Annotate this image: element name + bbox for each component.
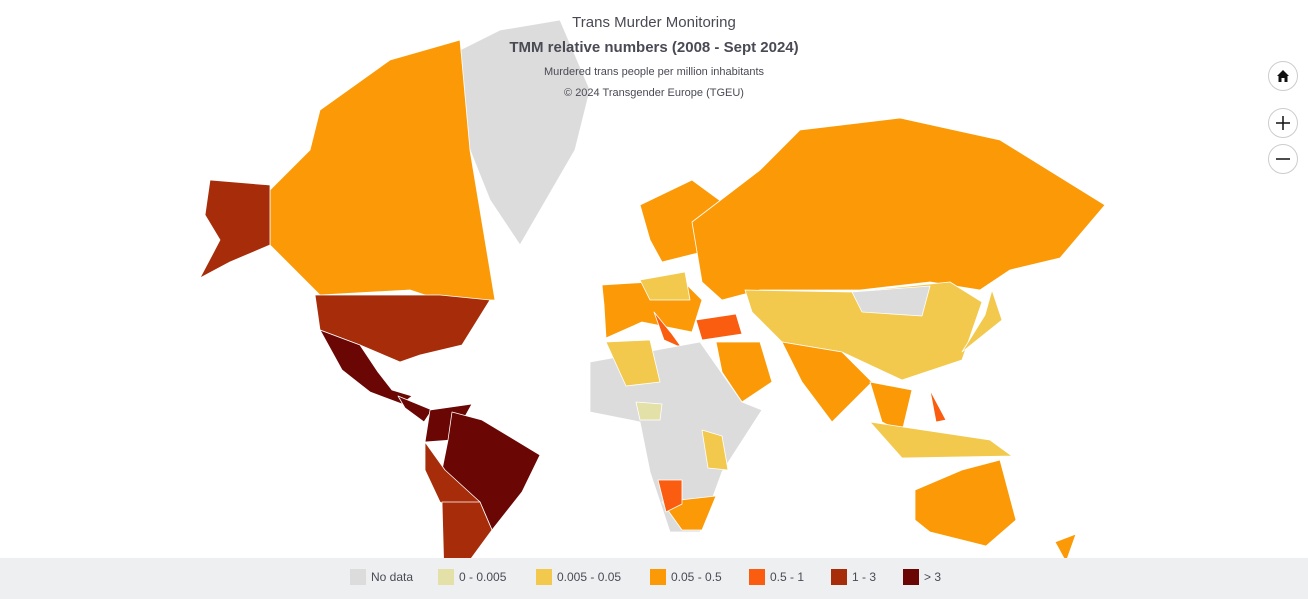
legend-swatch	[749, 569, 765, 585]
greenland	[439, 19, 591, 246]
home-icon	[1277, 70, 1289, 82]
legend: No data 0 - 0.005 0.005 - 0.05 0.05 - 0.5 0.…	[350, 569, 941, 585]
japan	[961, 289, 1003, 353]
legend-swatch	[650, 569, 666, 585]
algeria	[605, 339, 661, 387]
middle-east	[715, 341, 773, 403]
legend-label: 0.5 - 1	[770, 570, 804, 584]
legend-swatch	[438, 569, 454, 585]
map-caption: Murdered trans people per million inhabi…	[544, 66, 765, 78]
mongolia	[851, 285, 931, 317]
central-america	[397, 395, 433, 423]
new-zealand	[1054, 533, 1077, 563]
legend-label: 0 - 0.005	[459, 570, 507, 584]
india	[781, 341, 873, 423]
mexico	[319, 329, 413, 405]
plus-icon	[1276, 116, 1290, 130]
east-africa	[701, 429, 729, 471]
legend-label: > 3	[924, 570, 941, 584]
map-title: Trans Murder Monitoring	[572, 14, 736, 31]
alaska	[199, 179, 271, 279]
minus-icon	[1276, 158, 1290, 160]
legend-swatch	[903, 569, 919, 585]
turkey	[695, 313, 743, 341]
africa	[589, 341, 763, 533]
russia	[691, 117, 1106, 301]
central-europe	[639, 271, 691, 301]
namibia	[657, 479, 683, 513]
indonesia	[869, 421, 1013, 459]
nigeria	[635, 401, 663, 421]
copyright: © 2024 Transgender Europe (TGEU)	[564, 87, 744, 99]
legend-swatch	[831, 569, 847, 585]
legend-swatch	[350, 569, 366, 585]
legend-label: No data	[371, 570, 413, 584]
map-subtitle: TMM relative numbers (2008 - Sept 2024)	[509, 39, 798, 56]
zoom-in-button[interactable]	[1268, 108, 1298, 138]
legend-label: 1 - 3	[852, 570, 876, 584]
home-button[interactable]	[1268, 61, 1298, 91]
zoom-out-button[interactable]	[1268, 144, 1298, 174]
legend-label: 0.05 - 0.5	[671, 570, 722, 584]
canada	[269, 39, 496, 301]
legend-label: 0.005 - 0.05	[557, 570, 621, 584]
philippines	[929, 389, 947, 423]
legend-swatch	[536, 569, 552, 585]
australia	[914, 459, 1017, 547]
